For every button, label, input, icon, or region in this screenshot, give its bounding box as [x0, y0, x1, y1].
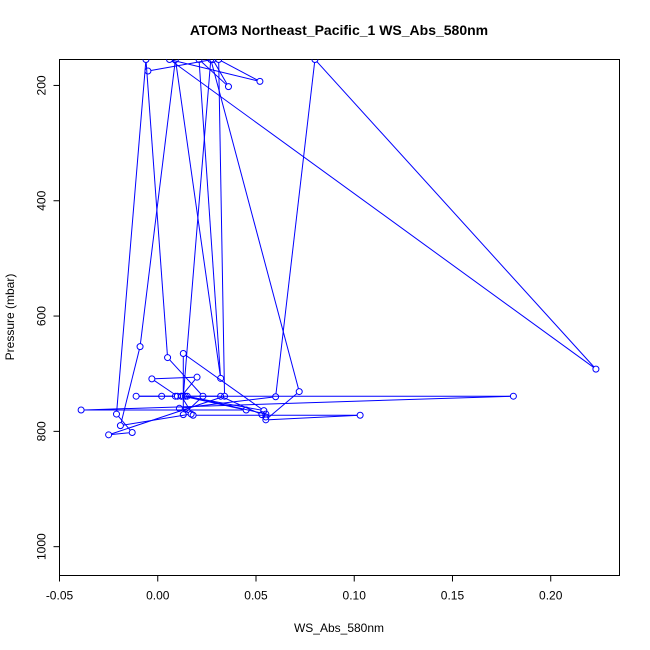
data-point	[171, 59, 179, 63]
data-point	[132, 392, 140, 400]
chart-title: ATOM3 Northeast_Pacific_1 WS_Abs_580nm	[190, 22, 488, 38]
data-point	[193, 373, 201, 381]
data-point	[221, 392, 229, 400]
data-point	[144, 67, 152, 75]
data-point	[164, 354, 172, 362]
series-segment	[120, 349, 140, 423]
data-point	[215, 59, 223, 63]
data-point	[258, 411, 266, 419]
data-point	[260, 407, 268, 415]
data-point	[311, 59, 319, 63]
data-point	[199, 392, 207, 400]
series-segment	[172, 59, 258, 82]
series-segment	[111, 432, 130, 436]
x-tick-label: 0.20	[539, 589, 563, 603]
data-point	[242, 406, 250, 414]
series-segment	[186, 396, 244, 410]
series-segment	[185, 354, 262, 410]
data-point	[195, 59, 203, 63]
x-axis-label: WS_Abs_580nm	[294, 621, 384, 635]
data-point	[128, 429, 136, 437]
series-segment	[145, 62, 168, 355]
y-tick-label: 1000	[35, 533, 49, 560]
series-segment	[183, 62, 212, 394]
x-tick-label: 0.00	[146, 589, 170, 603]
series-segment	[267, 393, 298, 419]
series-segment	[182, 398, 192, 413]
series-segment	[221, 60, 258, 81]
series-segment	[84, 395, 511, 411]
data-point	[166, 59, 174, 63]
data-point	[262, 410, 270, 418]
data-point	[183, 392, 191, 400]
data-point	[217, 374, 225, 382]
series-segment	[316, 61, 595, 368]
data-point	[262, 413, 270, 421]
data-point	[217, 392, 225, 400]
data-point	[295, 388, 303, 396]
series-segment	[218, 62, 226, 394]
data-point	[224, 83, 232, 91]
data-point	[207, 59, 215, 63]
data-point	[181, 392, 189, 400]
series-segment	[154, 376, 195, 380]
data-point	[142, 59, 150, 63]
series-segment	[268, 414, 358, 421]
series-segment	[123, 414, 189, 426]
series-segment	[182, 379, 196, 395]
series-segment	[118, 416, 131, 431]
series-segment	[154, 380, 176, 395]
series-segment	[200, 61, 227, 85]
series-segment	[139, 62, 176, 344]
y-tick-label: 600	[35, 306, 49, 326]
series-segment	[150, 59, 210, 71]
series-segment	[275, 62, 316, 394]
data-point	[189, 411, 197, 419]
series-segment	[213, 61, 228, 85]
data-point	[136, 343, 144, 351]
x-tick-label: 0.10	[343, 589, 367, 603]
x-tick-label: -0.05	[46, 589, 74, 603]
x-tick-label: 0.05	[244, 589, 268, 603]
series-segment	[211, 62, 299, 389]
series-layer	[77, 59, 600, 439]
data-point	[175, 404, 183, 412]
data-point	[116, 422, 124, 430]
x-tick-label: 0.15	[441, 589, 465, 603]
y-tick-label: 400	[35, 190, 49, 210]
data-point	[77, 406, 85, 414]
y-tick-label: 200	[35, 75, 49, 95]
x-axis: -0.05 0.00 0.05 0.10 0.15 0.20	[46, 575, 563, 603]
data-point	[256, 77, 264, 85]
data-point	[148, 375, 156, 383]
y-axis: 200 400 600 800 1000	[35, 75, 60, 560]
data-point	[272, 393, 280, 401]
series-segment	[171, 60, 594, 368]
data-point	[105, 431, 113, 439]
y-axis-label: Pressure (mbar)	[3, 274, 17, 361]
data-point	[509, 392, 517, 400]
data-point	[112, 410, 120, 418]
data-point	[356, 411, 364, 419]
y-tick-label: 800	[35, 421, 49, 441]
series-segment	[116, 62, 147, 412]
data-point	[179, 350, 187, 358]
series-segment	[111, 396, 222, 435]
data-point	[173, 392, 181, 400]
data-point	[592, 365, 600, 373]
series-segment	[198, 62, 221, 376]
data-point	[179, 411, 187, 419]
data-point	[209, 59, 217, 63]
data-point	[158, 392, 166, 400]
